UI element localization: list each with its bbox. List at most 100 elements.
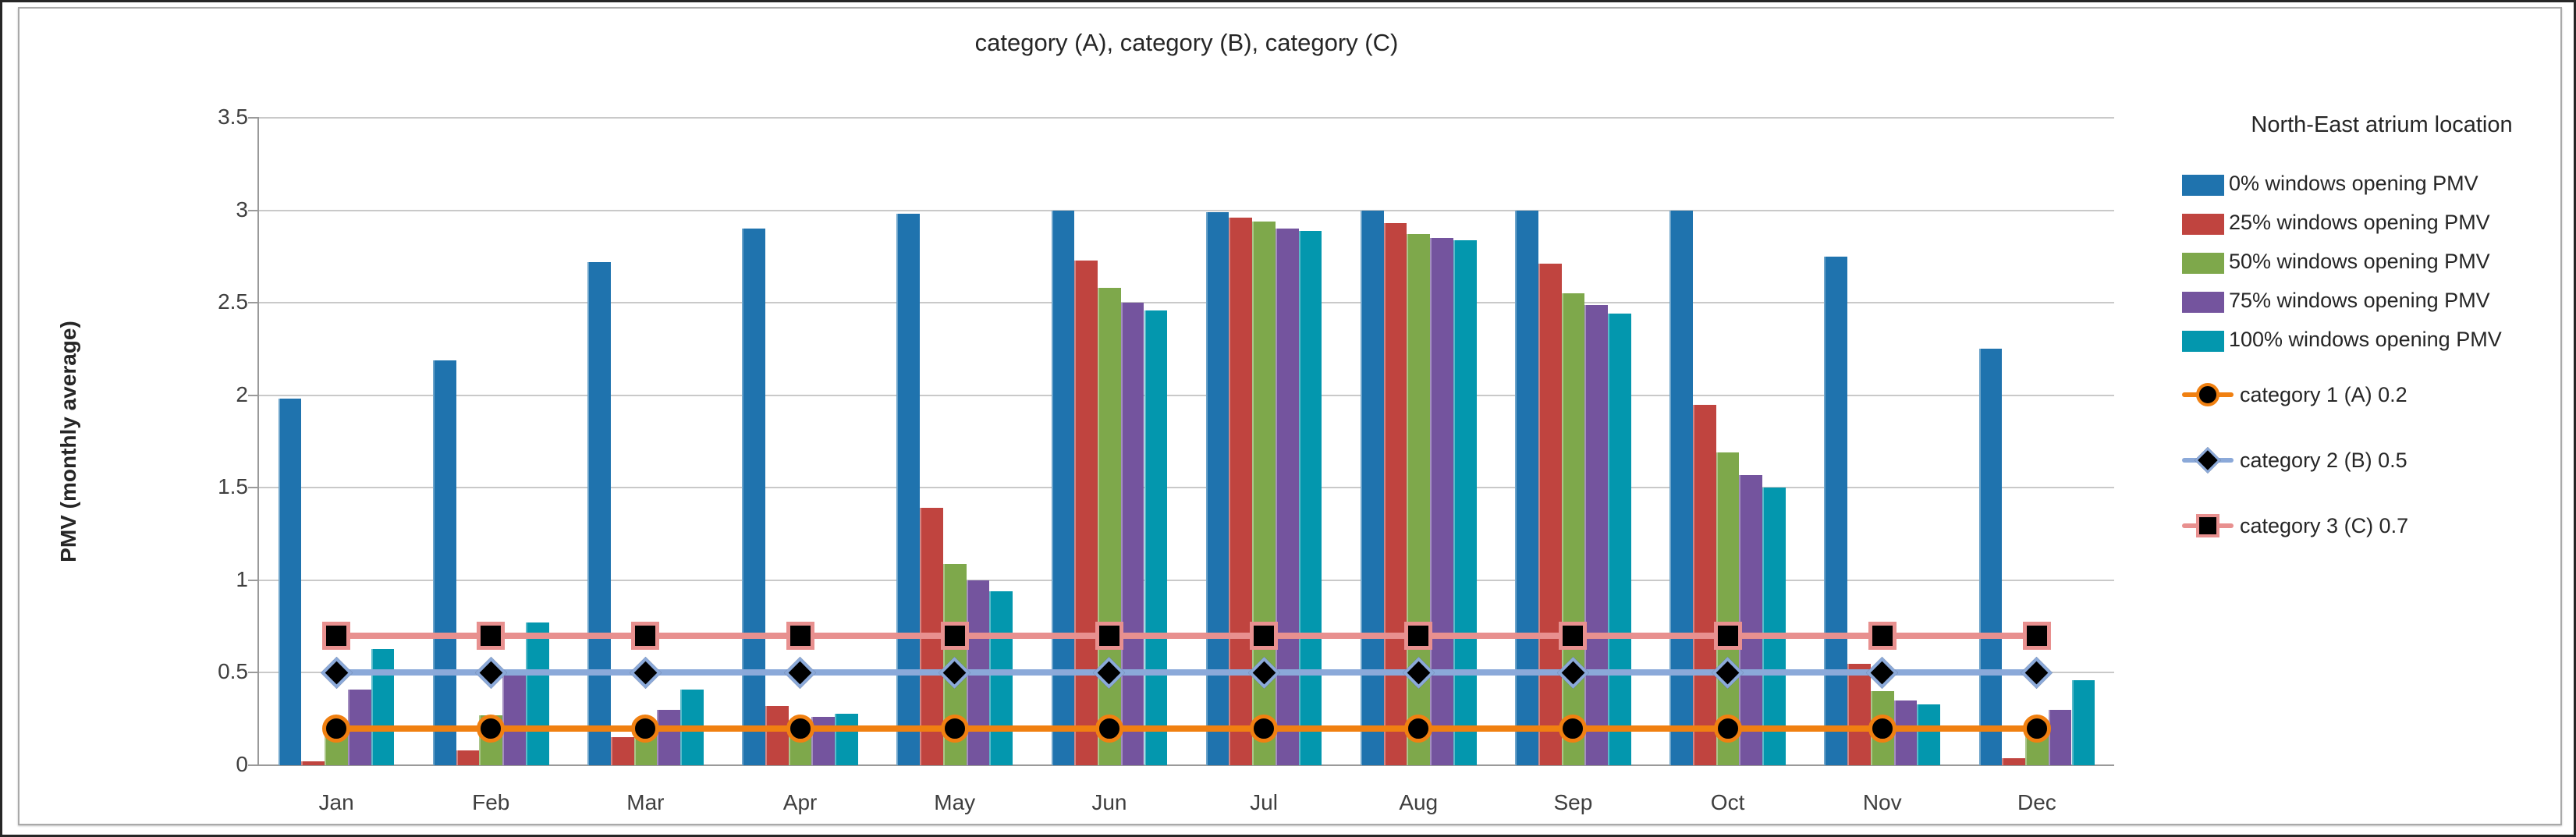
bar-may-series0	[896, 214, 921, 765]
bar-feb-series3	[502, 672, 526, 765]
legend-item-label: 100% windows opening PMV	[2229, 328, 2502, 352]
y-tick-mark	[248, 117, 259, 119]
marker-circle-jun	[1095, 714, 1123, 743]
legend-item-label: 0% windows opening PMV	[2229, 172, 2478, 196]
marker-circle-jul	[1250, 714, 1279, 743]
bar-oct-series1	[1692, 404, 1716, 765]
y-axis-line	[257, 118, 259, 765]
marker-square-jun	[1095, 622, 1123, 650]
marker-square-aug	[1404, 622, 1433, 650]
marker-square-mar	[631, 622, 660, 650]
y-tick-label: 3.5	[218, 105, 248, 129]
marker-square-dec	[2022, 622, 2051, 650]
bar-nov-series3	[1893, 700, 1918, 765]
bar-dec-series0	[1978, 349, 2003, 765]
legend-swatch-icon	[2182, 253, 2224, 275]
bar-apr-series4	[835, 713, 858, 765]
legend-item-refline2: category 2 (B) 0.5	[2182, 445, 2576, 476]
bar-jul-series1	[1229, 218, 1253, 765]
y-tick-mark	[248, 764, 259, 766]
bar-oct-series2	[1716, 452, 1740, 765]
marker-square-jul	[1250, 622, 1279, 650]
bar-mar-series3	[657, 709, 680, 765]
bar-jan-series1	[301, 761, 325, 765]
marker-square-may	[940, 622, 969, 650]
bar-jul-series4	[1298, 230, 1322, 765]
legend-swatch-icon	[2182, 175, 2224, 197]
marker-circle-aug	[1404, 714, 1433, 743]
ref-line-1	[336, 725, 2037, 732]
bar-sep-series3	[1584, 304, 1608, 765]
bar-jun-series2	[1098, 288, 1121, 765]
bar-may-series4	[989, 591, 1013, 765]
bar-jun-series0	[1051, 210, 1075, 765]
x-tick-label-feb: Feb	[472, 790, 510, 814]
legend-item-series3: 75% windows opening PMV	[2182, 285, 2576, 317]
gridline	[259, 302, 2114, 304]
legend-title: North-East atrium location	[2251, 112, 2513, 137]
bar-nov-series1	[1847, 663, 1871, 765]
ref-line-2	[336, 669, 2037, 676]
legend-item-label: 50% windows opening PMV	[2229, 250, 2490, 274]
legend-item-series2: 50% windows opening PMV	[2182, 246, 2576, 278]
legend-item-series0: 0% windows opening PMV	[2182, 168, 2576, 200]
bar-feb-series1	[456, 750, 480, 765]
chart-object: category (A), category (B), category (C)…	[18, 7, 2562, 825]
marker-circle-mar	[631, 714, 660, 743]
x-tick-label-mar: Mar	[626, 790, 665, 814]
legend-swatch-icon	[2182, 292, 2224, 314]
bar-oct-series3	[1739, 474, 1763, 765]
bar-jun-series3	[1120, 303, 1144, 765]
x-axis-line	[259, 764, 2114, 766]
marker-square-sep	[1559, 622, 1588, 650]
y-tick-label: 1	[236, 566, 248, 591]
bar-apr-series1	[765, 706, 789, 765]
legend-item-label: 75% windows opening PMV	[2229, 289, 2490, 313]
legend-item-series1: 25% windows opening PMV	[2182, 207, 2576, 239]
y-axis-title: PMV (monthly average)	[56, 321, 80, 562]
legend-marker-circle	[2195, 383, 2220, 407]
gridline	[259, 117, 2114, 119]
y-tick-label: 2	[236, 381, 248, 406]
bar-oct-series0	[1669, 210, 1693, 765]
legend-item-label: 25% windows opening PMV	[2229, 211, 2490, 235]
y-tick-label: 1.5	[218, 474, 248, 499]
marker-square-apr	[786, 622, 814, 650]
bar-nov-series0	[1824, 256, 1848, 765]
gridline	[259, 394, 2114, 396]
y-tick-mark	[248, 487, 259, 489]
marker-square-oct	[1713, 622, 1742, 650]
bar-aug-series4	[1453, 239, 1477, 765]
y-tick-label: 0.5	[218, 659, 248, 684]
gridline	[259, 209, 2114, 211]
legend-item-label: category 3 (C) 0.7	[2240, 513, 2409, 537]
square-marker-icon	[2182, 510, 2234, 541]
marker-circle-apr	[786, 714, 814, 743]
circle-marker-icon	[2182, 379, 2234, 410]
bar-aug-series0	[1360, 210, 1384, 765]
marker-circle-may	[940, 714, 969, 743]
bar-apr-series0	[742, 229, 765, 765]
legend-item-label: category 1 (A) 0.2	[2240, 382, 2407, 406]
bar-mar-series0	[587, 261, 611, 765]
bar-feb-series0	[432, 360, 456, 765]
marker-square-jan	[322, 622, 351, 650]
bar-aug-series1	[1383, 223, 1407, 765]
y-tick-mark	[248, 209, 259, 211]
gridline	[259, 487, 2114, 489]
x-tick-label-sep: Sep	[1553, 790, 1593, 814]
marker-diamond-jan	[320, 656, 353, 689]
diamond-marker-icon	[2182, 445, 2234, 476]
y-tick-label: 0	[236, 752, 248, 776]
bar-jan-series0	[278, 399, 302, 765]
legend: North-East atrium location 0% windows op…	[2182, 108, 2576, 576]
x-tick-label-jun: Jun	[1091, 790, 1127, 814]
marker-diamond-apr	[784, 656, 817, 689]
marker-square-nov	[1868, 622, 1897, 650]
bar-sep-series4	[1608, 314, 1631, 765]
bar-jul-series0	[1205, 211, 1229, 765]
bar-dec-series1	[2002, 757, 2026, 765]
bar-apr-series3	[811, 717, 836, 765]
bar-sep-series1	[1538, 264, 1562, 765]
